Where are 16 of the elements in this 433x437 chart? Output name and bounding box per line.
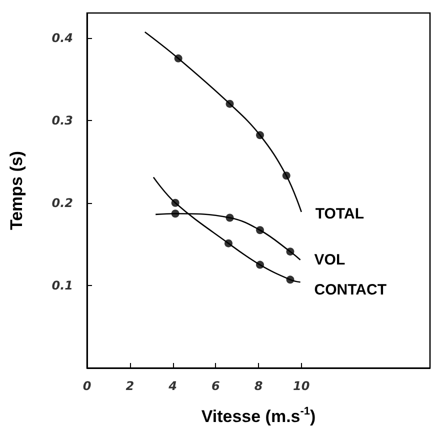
line-series [144, 31, 302, 213]
y-tick-label: 0.4 [52, 30, 73, 45]
series-label: TOTAL [315, 205, 364, 222]
x-tick-label: 6 [211, 379, 220, 393]
series-label: VOL [314, 251, 346, 268]
y-tick-label: 0.3 [52, 113, 73, 128]
y-tick-label: 0.1 [52, 278, 73, 292]
series-label: CONTACT [314, 282, 387, 299]
x-tick-label: 0 [82, 379, 92, 393]
x-tick-label: 10 [293, 379, 310, 393]
line-series [152, 176, 301, 283]
x-tick-label: 8 [254, 379, 263, 393]
x-tick-label: 2 [126, 379, 134, 393]
y-axis-title: Temps (s) [7, 150, 26, 230]
x-tick-label: 4 [168, 379, 177, 393]
y-tick-label: 0.2 [52, 196, 73, 210]
